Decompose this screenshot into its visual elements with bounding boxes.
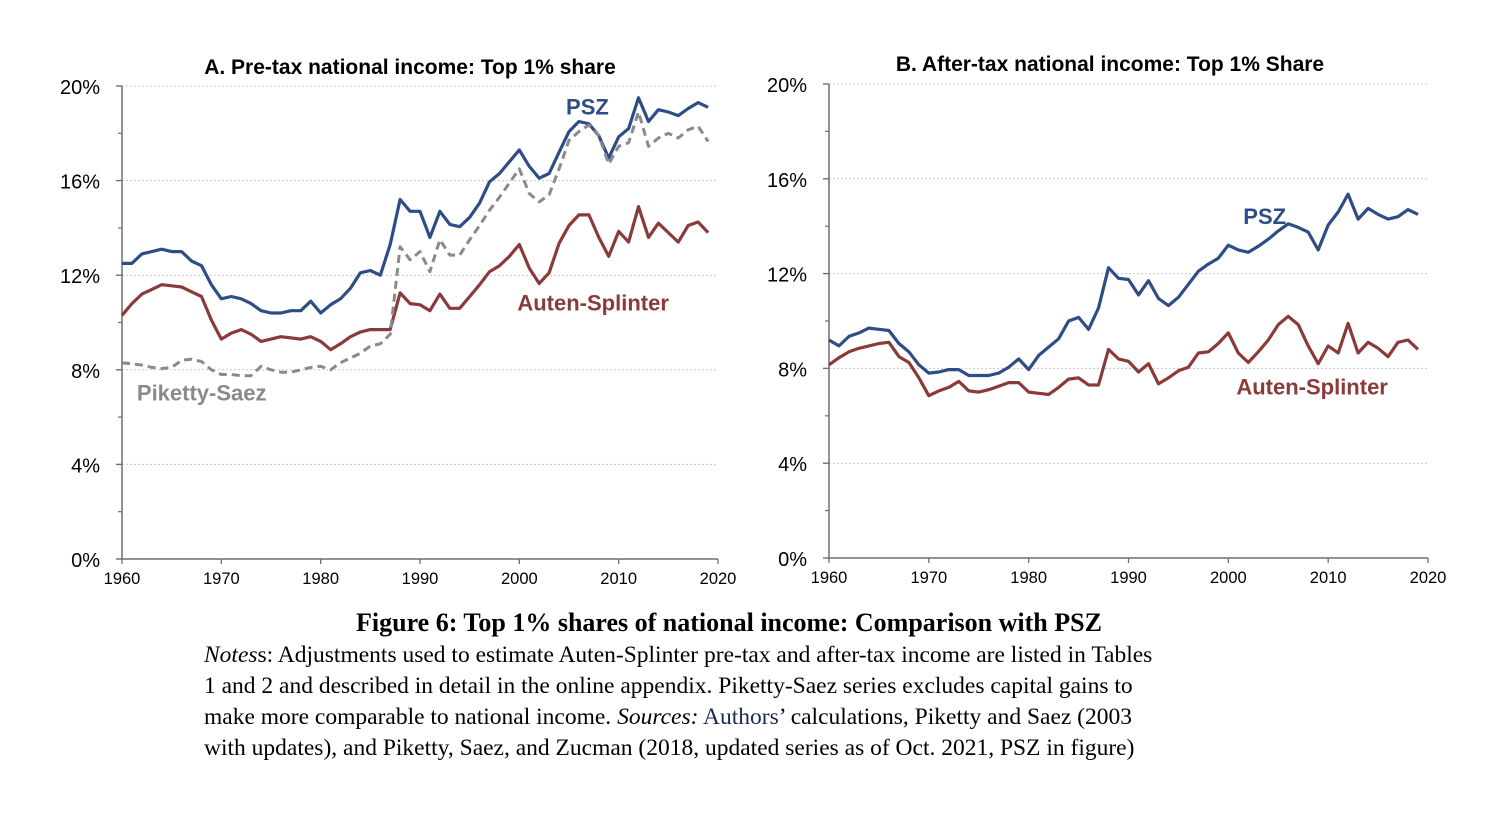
chart-title: A. Pre-tax national income: Top 1% share (204, 56, 616, 79)
notes-text-1: s: Adjustments used to estimate Auten-Sp… (257, 642, 1153, 668)
notes-label: Notes (204, 642, 258, 668)
y-tick-label: 20% (767, 75, 807, 97)
x-tick-label: 1960 (811, 569, 848, 587)
chart-title: B. After-tax national income: Top 1% Sha… (896, 53, 1324, 76)
notes-line-3c: ’ calculations, Piketty and Saez (2003 (778, 704, 1133, 730)
y-tick-label: 16% (767, 170, 807, 192)
series-label-psz: PSZ (1243, 204, 1286, 229)
x-tick-label: 1990 (1110, 569, 1147, 587)
series-line-psz (828, 192, 1419, 378)
x-tick-label: 2020 (1410, 569, 1447, 587)
series-label-psz: PSZ (566, 94, 609, 119)
sources-label: Sources: (617, 704, 699, 730)
x-tick-label: 2010 (1310, 569, 1347, 587)
panel-b-aftertax: B. After-tax national income: Top 1% Sha… (767, 53, 1446, 587)
x-tick-label: 2010 (600, 570, 637, 588)
notes-line-4: with updates), and Piketty, Saez, and Zu… (204, 735, 1135, 761)
x-tick-label: 2000 (501, 570, 538, 588)
y-tick-label: 0% (778, 549, 807, 571)
panel-a-pretax: A. Pre-tax national income: Top 1% share… (60, 56, 736, 588)
series-line-psz (122, 96, 709, 315)
figure-title: Figure 6: Top 1% shares of national inco… (356, 608, 1102, 637)
y-tick-label: 8% (778, 359, 807, 381)
y-tick-label: 20% (60, 77, 100, 99)
notes-line-2: 1 and 2 and described in detail in the o… (204, 673, 1133, 699)
series-label-auten-splinter: Auten-Splinter (1236, 374, 1388, 399)
y-tick-label: 0% (71, 550, 100, 572)
y-tick-label: 4% (778, 454, 807, 476)
x-tick-label: 2000 (1210, 569, 1247, 587)
x-tick-label: 1970 (910, 569, 947, 587)
x-tick-label: 1970 (203, 570, 240, 588)
x-tick-label: 1960 (104, 570, 141, 588)
notes-line-3a: make more comparable to national income. (204, 704, 618, 730)
x-tick-label: 1990 (402, 570, 439, 588)
figure-caption: Figure 6: Top 1% shares of national inco… (204, 606, 1304, 764)
x-tick-label: 2020 (700, 570, 737, 588)
series-line-auten-splinter (828, 314, 1420, 398)
x-tick-label: 1980 (1010, 569, 1047, 587)
y-tick-label: 4% (71, 455, 100, 477)
series-line-auten-splinter (120, 205, 710, 352)
y-tick-label: 12% (767, 265, 807, 287)
series-label-auten-splinter: Auten-Splinter (517, 291, 669, 316)
y-tick-label: 16% (60, 172, 100, 194)
series-line-piketty-saez (121, 110, 710, 378)
sources-authors: Authors (698, 704, 779, 730)
y-tick-label: 12% (60, 266, 100, 288)
figure-canvas: A. Pre-tax national income: Top 1% share… (60, 53, 1446, 588)
x-tick-label: 1980 (302, 570, 339, 588)
figure-notes: Notess: Adjustments used to estimate Aut… (204, 640, 1284, 764)
series-label-piketty-saez: Piketty-Saez (137, 381, 267, 406)
y-tick-label: 8% (71, 361, 100, 383)
